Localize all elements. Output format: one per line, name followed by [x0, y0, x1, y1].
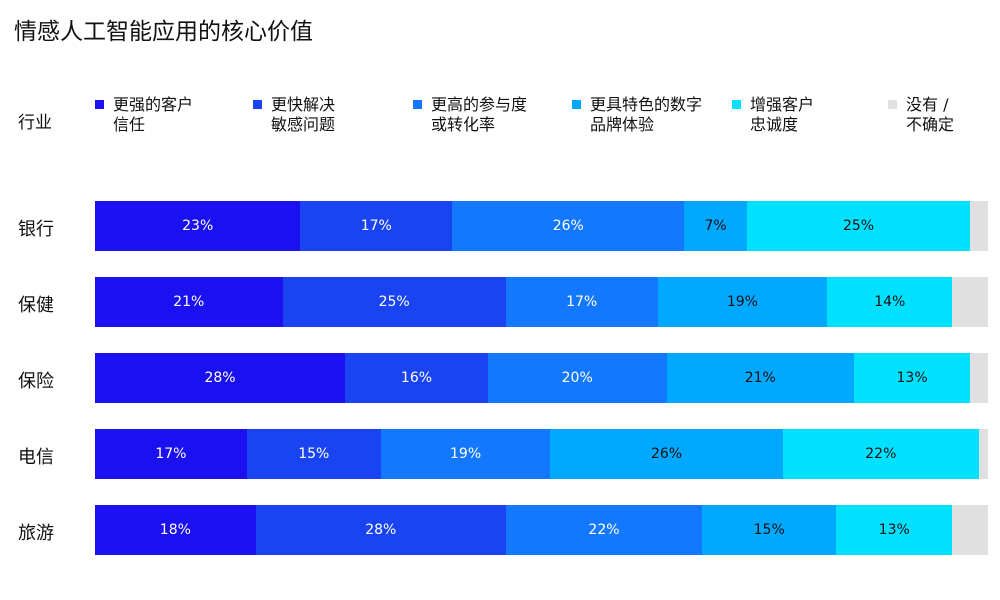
- legend-item: 更高的参与度 或转化率: [413, 95, 527, 135]
- bar-segment: 21%: [666, 353, 855, 403]
- bar-segment: [970, 201, 988, 251]
- data-label: 25%: [378, 294, 410, 310]
- legend-label: 更强的客户 信任: [113, 95, 194, 134]
- bar-segment: 21%: [95, 277, 283, 327]
- legend-swatch: [732, 100, 741, 109]
- category-label: 保健: [18, 295, 54, 316]
- bar-segment: 7%: [684, 201, 747, 251]
- bar-segment: 26%: [550, 429, 783, 479]
- data-label: 26%: [552, 218, 584, 234]
- legend-swatch: [888, 100, 897, 109]
- data-label: 19%: [726, 294, 758, 310]
- bar-segment: 22%: [782, 429, 980, 479]
- data-label: 17%: [360, 218, 392, 234]
- bar-segment: 19%: [657, 277, 828, 327]
- data-label: 13%: [878, 522, 910, 538]
- bar-segment: 19%: [380, 429, 551, 479]
- legend-swatch: [572, 100, 581, 109]
- bar-segment: 22%: [505, 505, 703, 555]
- bar-segment: 17%: [300, 201, 453, 251]
- data-label: 28%: [365, 522, 397, 538]
- data-label: 28%: [204, 370, 236, 386]
- bar-segment: 25%: [282, 277, 506, 327]
- bar-segment: 18%: [95, 505, 256, 555]
- legend-label: 更具特色的数字 品牌体验: [590, 95, 703, 134]
- legend-swatch: [95, 100, 104, 109]
- legend-label: 更快解决 敏感问题: [271, 95, 336, 134]
- chart-title: 情感人工智能应用的核心价值: [14, 19, 313, 45]
- category-label: 电信: [18, 447, 54, 468]
- bar-segment: 15%: [246, 429, 381, 479]
- bar-segment: 15%: [702, 505, 837, 555]
- legend-label: 增强客户 忠诚度: [750, 95, 815, 134]
- data-label: 20%: [561, 370, 593, 386]
- bar-segment: 14%: [827, 277, 953, 327]
- data-label: 22%: [588, 522, 620, 538]
- bar-segment: [952, 505, 988, 555]
- bar-segment: 17%: [95, 429, 247, 479]
- data-label: 15%: [298, 446, 330, 462]
- data-label: 15%: [753, 522, 785, 538]
- legend-item: 更具特色的数字 品牌体验: [572, 95, 702, 135]
- bar-segment: 26%: [452, 201, 685, 251]
- legend-label: 更高的参与度 或转化率: [431, 95, 528, 134]
- bar-segment: 23%: [95, 201, 301, 251]
- data-label: 7%: [704, 218, 727, 234]
- bar-segment: 28%: [255, 505, 506, 555]
- category-label: 旅游: [18, 523, 54, 544]
- category-label: 保险: [18, 371, 54, 392]
- data-label: 18%: [159, 522, 191, 538]
- bar-segment: 17%: [505, 277, 658, 327]
- bar-segment: [952, 277, 988, 327]
- bar-segment: 28%: [95, 353, 346, 403]
- data-label: 21%: [744, 370, 776, 386]
- legend-item: 没有 / 不确定: [888, 95, 954, 135]
- data-label: 14%: [874, 294, 906, 310]
- data-label: 26%: [650, 446, 683, 462]
- bar-segment: 13%: [854, 353, 971, 403]
- bar-segment: 25%: [746, 201, 971, 251]
- legend-swatch: [413, 100, 422, 109]
- data-label: 22%: [865, 446, 897, 462]
- bar-segment: [970, 353, 988, 403]
- legend-item: 更强的客户 信任: [95, 95, 193, 135]
- bar-segment: 16%: [345, 353, 488, 403]
- bar-segment: 13%: [836, 505, 953, 555]
- data-label: 23%: [182, 218, 214, 234]
- data-label: 19%: [450, 446, 482, 462]
- legend-label: 没有 / 不确定: [906, 95, 955, 134]
- data-label: 16%: [400, 370, 433, 386]
- row-header: 行业: [18, 113, 52, 133]
- bar-segment: [979, 429, 988, 479]
- bar-segment: 20%: [487, 353, 667, 403]
- data-label: 13%: [896, 370, 928, 386]
- category-label: 银行: [18, 219, 54, 240]
- legend-swatch: [253, 100, 262, 109]
- legend-item: 更快解决 敏感问题: [253, 95, 335, 135]
- data-label: 21%: [173, 294, 205, 310]
- data-label: 17%: [566, 294, 598, 310]
- legend-item: 增强客户 忠诚度: [732, 95, 814, 135]
- data-label: 25%: [842, 218, 875, 234]
- data-label: 17%: [155, 446, 187, 462]
